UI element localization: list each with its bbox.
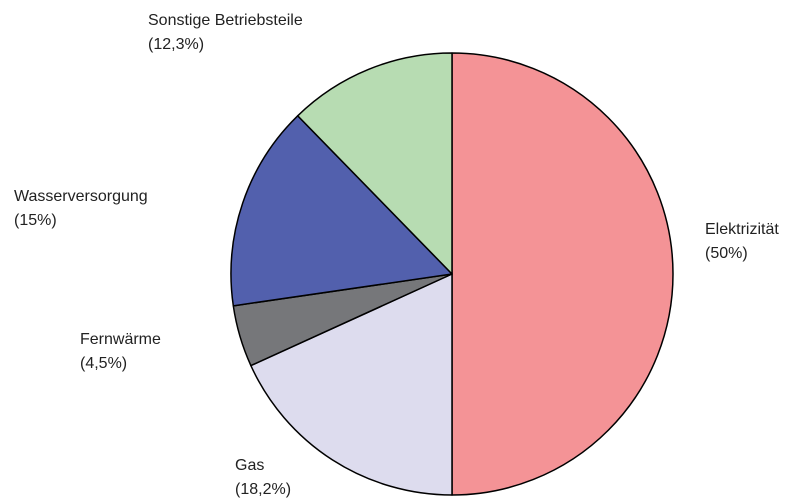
slice-value-label: (15%): [14, 212, 57, 229]
slice-value-label: (12,3%): [148, 36, 204, 53]
slice-value-label: (18,2%): [235, 481, 291, 498]
slice-label: Sonstige Betriebsteile: [148, 12, 303, 29]
pie-slice: [250, 273, 453, 496]
slice-label: Fernwärme: [80, 331, 161, 348]
slice-label: Wasserversorgung: [14, 188, 148, 205]
slice-value-label: (4,5%): [80, 355, 127, 372]
slice-label: Elektrizität: [705, 221, 779, 238]
slice-value-label: (50%): [705, 245, 748, 262]
pie-slice: [451, 52, 674, 496]
pie-slice: [230, 115, 453, 307]
pie-slice: [296, 52, 453, 275]
slice-label: Gas: [235, 457, 264, 474]
